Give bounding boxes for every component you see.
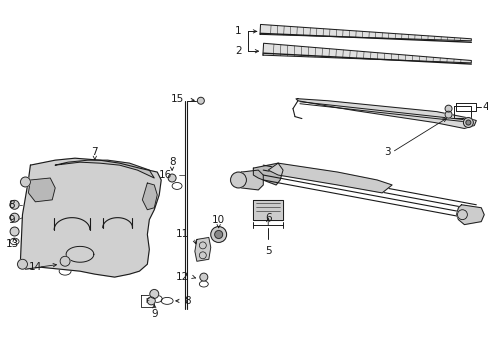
Text: 6: 6	[264, 213, 271, 222]
Circle shape	[197, 97, 204, 104]
Polygon shape	[55, 160, 154, 178]
Polygon shape	[195, 238, 210, 261]
Text: 9: 9	[9, 215, 15, 225]
Circle shape	[444, 105, 451, 112]
Polygon shape	[236, 170, 263, 190]
Polygon shape	[268, 163, 391, 193]
Circle shape	[444, 111, 451, 118]
Circle shape	[230, 172, 246, 188]
Circle shape	[149, 289, 159, 298]
Circle shape	[18, 259, 27, 269]
Circle shape	[20, 177, 30, 187]
Polygon shape	[142, 183, 157, 210]
Polygon shape	[28, 178, 55, 202]
Text: 10: 10	[212, 215, 225, 225]
Circle shape	[10, 227, 19, 236]
Text: F: F	[145, 298, 149, 304]
Text: 12: 12	[175, 272, 188, 282]
Text: 9: 9	[151, 309, 157, 319]
Polygon shape	[253, 163, 283, 185]
Text: 5: 5	[264, 246, 271, 256]
Circle shape	[10, 213, 19, 222]
Polygon shape	[253, 200, 283, 220]
Text: 8: 8	[9, 200, 15, 210]
Circle shape	[10, 200, 19, 209]
Circle shape	[60, 256, 70, 266]
Text: 8: 8	[183, 296, 190, 306]
Text: 11: 11	[175, 229, 188, 239]
Text: 13: 13	[6, 239, 19, 249]
Circle shape	[147, 297, 155, 305]
Text: 3: 3	[383, 147, 389, 157]
Text: 1: 1	[234, 26, 241, 36]
Text: 7: 7	[91, 147, 98, 157]
Circle shape	[465, 120, 470, 125]
Circle shape	[457, 210, 467, 220]
Text: 14: 14	[28, 262, 41, 272]
Polygon shape	[295, 99, 475, 129]
Circle shape	[210, 226, 226, 242]
Polygon shape	[260, 24, 470, 41]
Circle shape	[200, 273, 207, 281]
Circle shape	[463, 118, 472, 127]
Polygon shape	[455, 205, 483, 225]
Text: 16: 16	[159, 170, 172, 180]
Polygon shape	[20, 158, 161, 277]
Circle shape	[168, 174, 176, 182]
Circle shape	[214, 230, 222, 238]
Text: 8: 8	[168, 157, 175, 167]
Polygon shape	[263, 43, 470, 63]
Text: 2: 2	[234, 46, 241, 56]
Text: 4: 4	[481, 102, 488, 112]
Text: 15: 15	[170, 94, 183, 104]
